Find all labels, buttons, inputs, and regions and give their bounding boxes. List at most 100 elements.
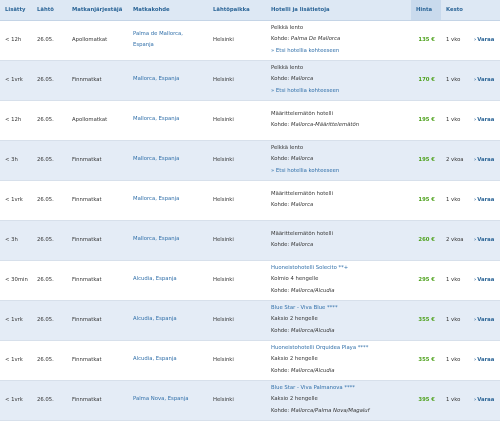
destination-value: Palma De Mallorca (290, 36, 341, 43)
origin-cell: Helsinki (208, 20, 266, 61)
destination-value: Mallorca (290, 76, 314, 83)
destination-link[interactable]: Alcudia, Espanja (133, 276, 177, 283)
price-cell: 135 € (411, 20, 441, 61)
destination-link[interactable]: Alcudia, Espanja (133, 356, 177, 363)
col-header-details[interactable]: Hotelli ja lisätietoja (266, 0, 411, 21)
col-header-departure[interactable]: Lähtö (32, 0, 67, 21)
price-cell: 195 € (411, 100, 441, 141)
duration-cell: 1 vko (441, 380, 469, 421)
book-button[interactable]: ›Varaa (474, 357, 494, 363)
book-label: Varaa (477, 397, 495, 403)
destination-cell: Mallorca, Espanja (128, 140, 208, 181)
col-header-duration[interactable]: Kesto (441, 0, 469, 21)
hotel-name-link[interactable]: Huoneistohotelli Solecito **+ (271, 264, 349, 271)
book-cell: ›Varaa (469, 260, 500, 301)
book-button[interactable]: ›Varaa (474, 197, 494, 203)
hotel-name-link[interactable]: Blue Star - Viva Palmanova **** (271, 384, 355, 391)
chevron-right-icon: › (474, 277, 477, 283)
destination-link[interactable]: Mallorca, Espanja (133, 196, 180, 203)
destination-cell: Palma de Mallorca, Espanja (128, 20, 208, 61)
book-button[interactable]: ›Varaa (474, 277, 494, 283)
col-header-destination[interactable]: Matkakohde (128, 0, 208, 21)
destination-link[interactable]: Mallorca, Espanja (133, 76, 180, 83)
destination-cell: Alcudia, Espanja (128, 260, 208, 301)
destination-value: Mallorca/Alcudia (290, 367, 335, 374)
hotel-name-link[interactable]: Huoneistohotelli Orquidea Playa **** (271, 344, 369, 351)
duration-cell: 1 vko (441, 260, 469, 301)
destination-info: Kohde: Mallorca/Palma Nova/Magaluf (271, 406, 411, 418)
hotel-type: Määrittelemätön hotelli (271, 110, 333, 117)
find-hotel-link[interactable]: » Etsi hotellia kohteeseen (271, 167, 340, 174)
operator-cell: Finnmatkat (67, 60, 128, 101)
table-row: < 1vrk 26.05. Finnmatkat Mallorca, Espanja H… (0, 180, 500, 221)
added-cell: < 3h (0, 140, 32, 181)
departure-cell: 26.05. (32, 100, 67, 141)
book-cell: ›Varaa (469, 220, 500, 261)
chevron-right-icon: › (474, 197, 477, 203)
added-cell: < 30min (0, 260, 32, 301)
destination-link[interactable]: Palma de Mallorca, (133, 30, 183, 37)
book-button[interactable]: ›Varaa (474, 317, 494, 323)
book-button[interactable]: ›Varaa (474, 157, 494, 163)
table-row: < 1vrk 26.05. Finnmatkat Mallorca, Espanja H… (0, 60, 500, 101)
destination-link[interactable]: Mallorca, Espanja (133, 156, 180, 163)
book-button[interactable]: ›Varaa (474, 117, 494, 123)
operator-cell: Finnmatkat (67, 260, 128, 301)
departure-cell: 26.05. (32, 60, 67, 101)
duration-cell: 1 vko (441, 100, 469, 141)
destination-link[interactable]: Mallorca, Espanja (133, 236, 180, 243)
col-header-operator[interactable]: Matkanjärjestäjä (67, 0, 128, 21)
chevron-right-icon: › (474, 117, 477, 123)
details-cell: Määrittelemätön hotelli Kohde: Mallorca-M… (266, 100, 411, 141)
duration-cell: 1 vko (441, 340, 469, 381)
departure-cell: 26.05. (32, 140, 67, 181)
destination-info: Kohde: Mallorca (271, 200, 411, 212)
col-header-added[interactable]: Lisätty (0, 0, 32, 21)
col-header-origin[interactable]: Lähtöpaikka (208, 0, 266, 21)
book-button[interactable]: ›Varaa (474, 397, 494, 403)
find-hotel-link[interactable]: » Etsi hotellia kohteeseen (271, 47, 340, 54)
origin-cell: Helsinki (208, 220, 266, 261)
operator-cell: Finnmatkat (67, 220, 128, 261)
added-cell: < 1vrk (0, 60, 32, 101)
table-row: < 12h 26.05. Apollomatkat Mallorca, Espanja… (0, 100, 500, 141)
destination-cell: Mallorca, Espanja (128, 220, 208, 261)
details-cell: Pelkkä lento Kohde: Mallorca» Etsi hotell… (266, 140, 411, 181)
price-cell: 355 € (411, 300, 441, 341)
operator-cell: Apollomatkat (67, 20, 128, 61)
origin-cell: Helsinki (208, 380, 266, 421)
operator-cell: Apollomatkat (67, 100, 128, 141)
price-cell: 295 € (411, 260, 441, 301)
destination-link[interactable]: Palma Nova, Espanja (133, 396, 189, 403)
departure-cell: 26.05. (32, 220, 67, 261)
col-header-price[interactable]: Hinta (411, 0, 441, 21)
hotel-name-link[interactable]: Blue Star - Viva Blue **** (271, 304, 338, 311)
origin-cell: Helsinki (208, 180, 266, 221)
duration-cell: 2 vkoa (441, 140, 469, 181)
details-cell: Huoneistohotelli Orquidea Playa **** Kaks… (266, 340, 411, 381)
destination-link[interactable]: Mallorca, Espanja (133, 116, 180, 123)
destination-cell: Mallorca, Espanja (128, 100, 208, 141)
destination-link[interactable]: Alcudia, Espanja (133, 316, 177, 323)
book-label: Varaa (477, 277, 495, 283)
book-button[interactable]: ›Varaa (474, 77, 494, 83)
destination-info: Kohde: Mallorca/Alcudia (271, 366, 411, 378)
chevron-right-icon: › (474, 357, 477, 363)
departure-cell: 26.05. (32, 380, 67, 421)
find-hotel-link[interactable]: » Etsi hotellia kohteeseen (271, 87, 340, 94)
book-button[interactable]: ›Varaa (474, 37, 494, 43)
book-label: Varaa (477, 77, 495, 83)
price-cell: 395 € (411, 380, 441, 421)
destination-cell: Palma Nova, Espanja (128, 380, 208, 421)
destination-country[interactable]: Espanja (133, 42, 154, 48)
book-cell: ›Varaa (469, 20, 500, 61)
destination-cell: Mallorca, Espanja (128, 180, 208, 221)
book-cell: ›Varaa (469, 100, 500, 141)
chevron-right-icon: › (474, 317, 477, 323)
destination-prefix: Kohde: (271, 122, 291, 128)
destination-info: Kohde: Mallorca/Alcudia (271, 286, 411, 298)
price-cell: 195 € (411, 140, 441, 181)
book-button[interactable]: ›Varaa (474, 237, 494, 243)
table-row: < 1vrk 26.05. Finnmatkat Alcudia, Espanja He… (0, 340, 500, 381)
